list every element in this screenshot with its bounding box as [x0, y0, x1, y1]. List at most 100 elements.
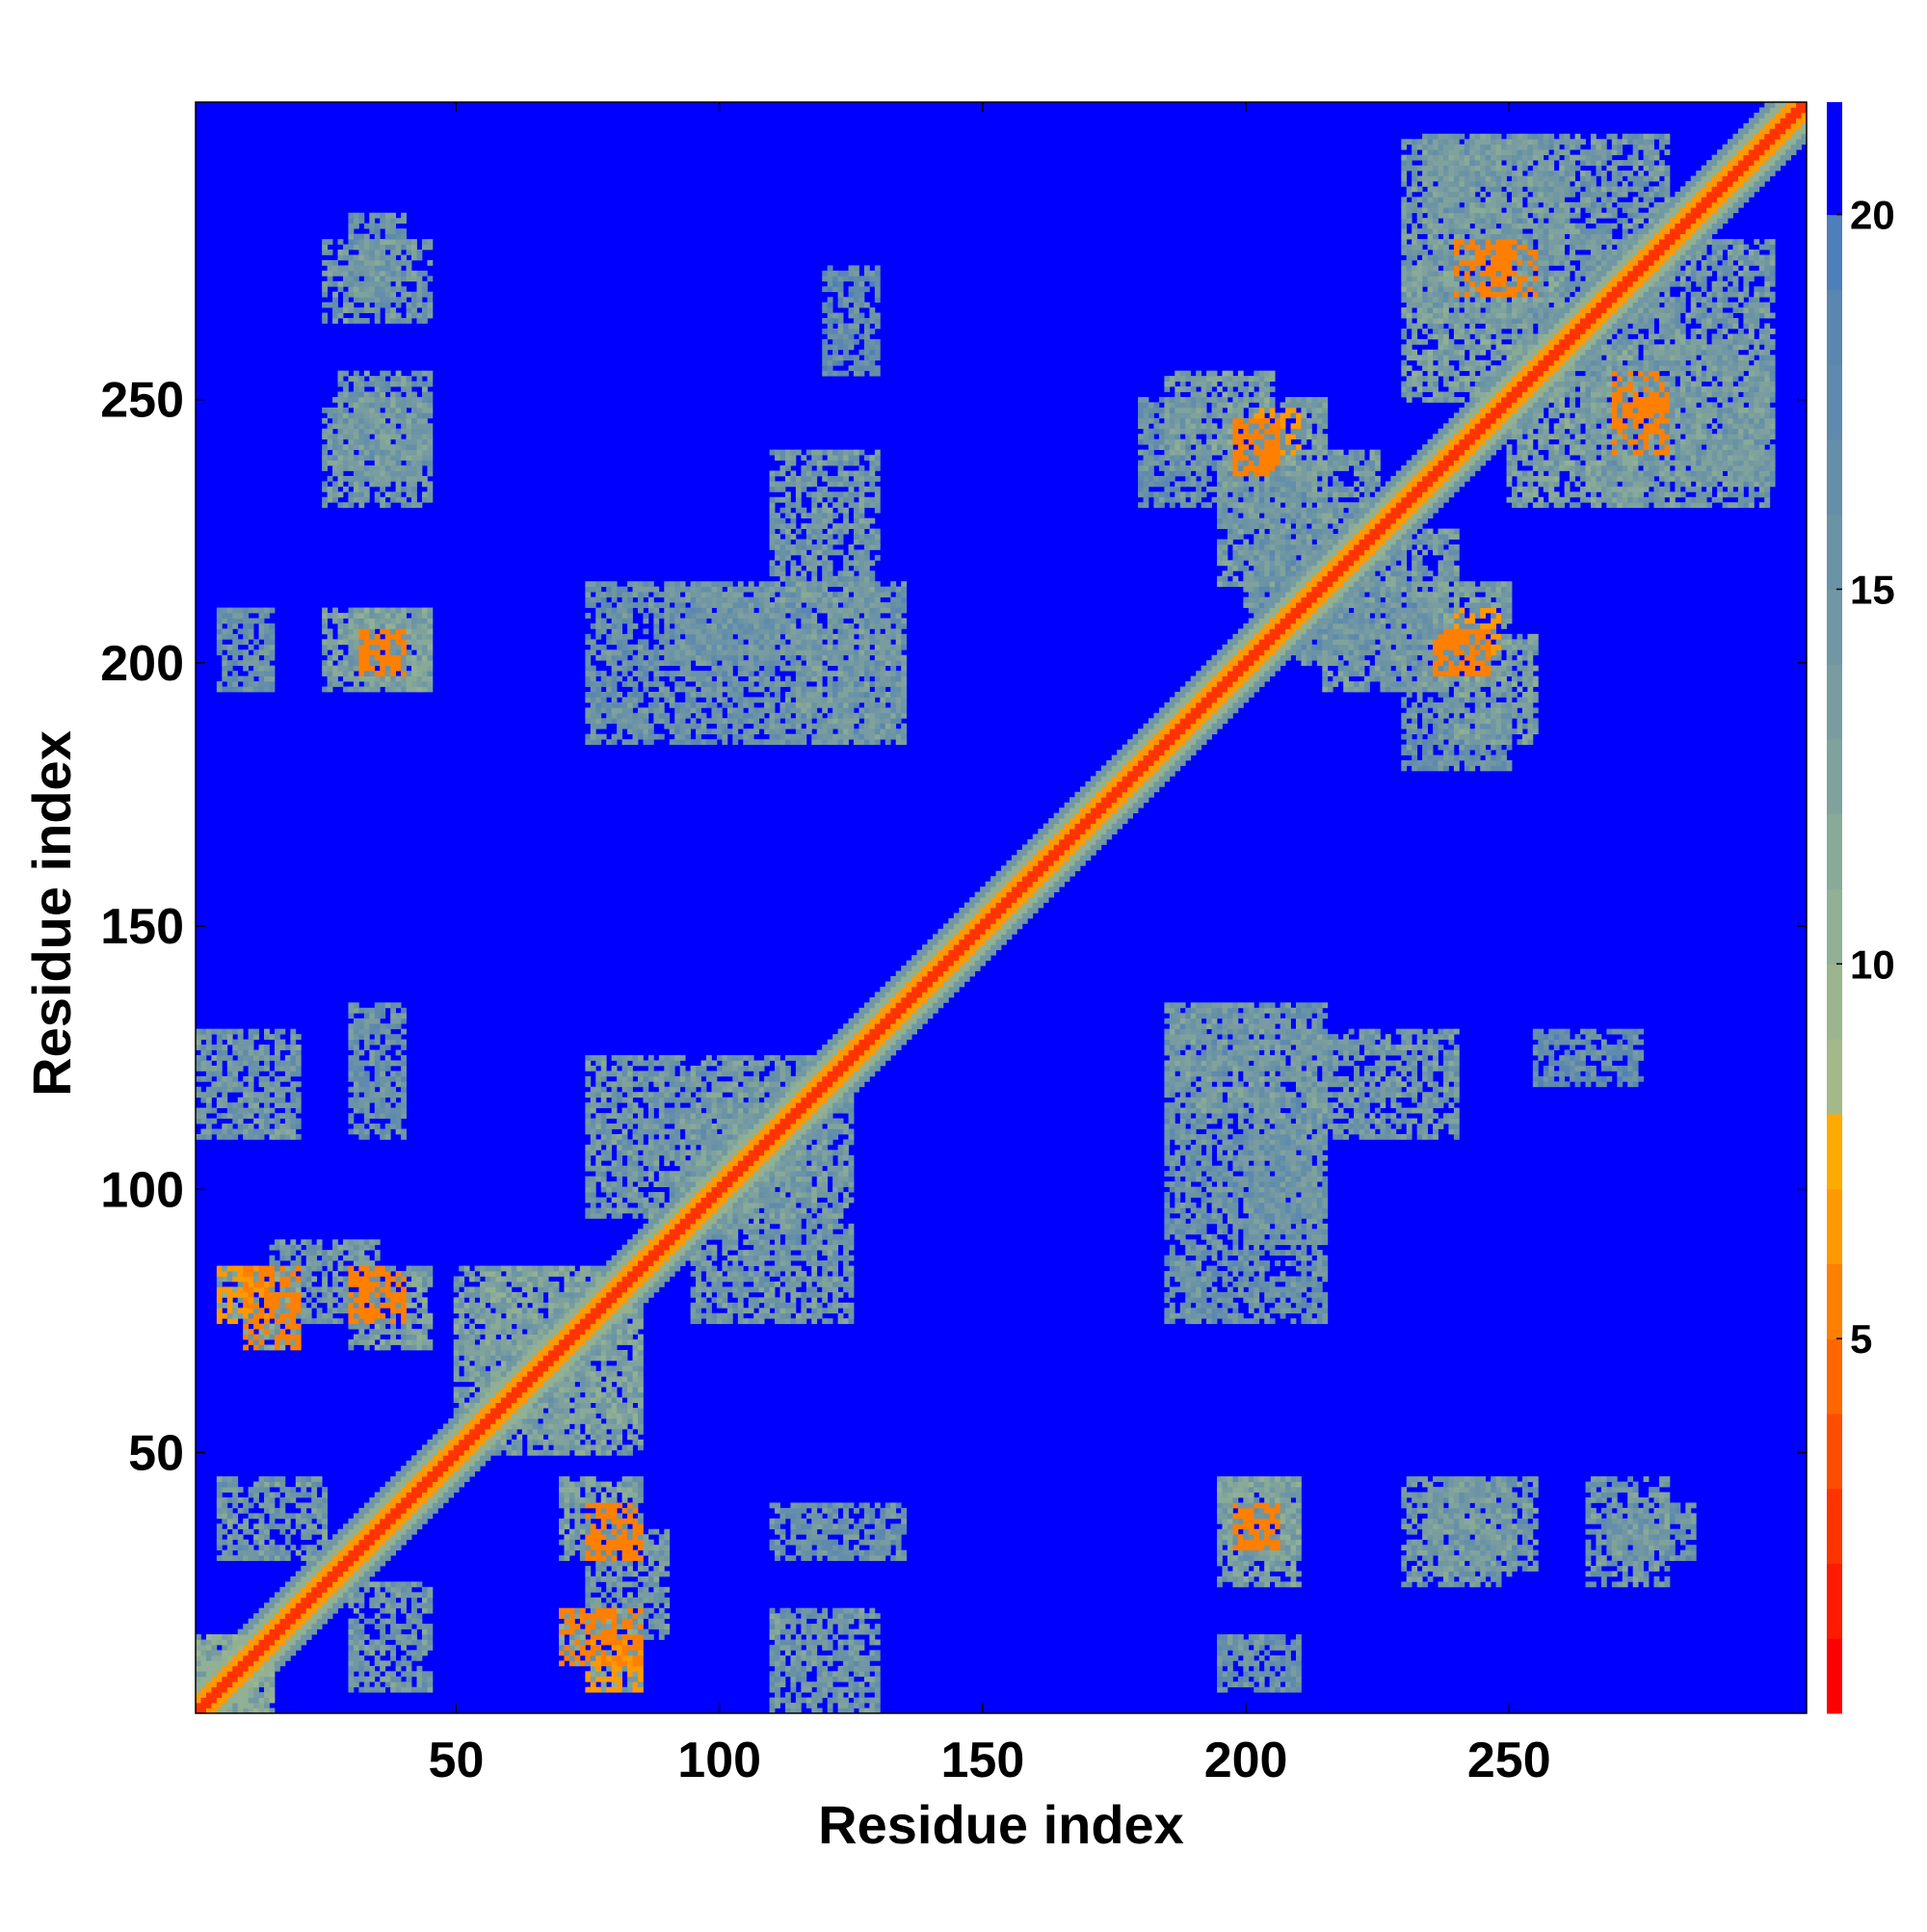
- heatmap-cell: [1232, 1308, 1238, 1313]
- heatmap-cell: [1185, 1224, 1191, 1230]
- heatmap-cell: [354, 1660, 359, 1666]
- heatmap-cell: [1322, 1213, 1328, 1219]
- heatmap-cell: [743, 1308, 753, 1313]
- heatmap-cell: [617, 1260, 627, 1266]
- heatmap-cell: [1254, 1497, 1259, 1503]
- heatmap-cell: [1475, 1482, 1481, 1488]
- heatmap-cell: [1623, 1540, 1628, 1546]
- heatmap-cell: [838, 1677, 844, 1682]
- heatmap-cell: [785, 1650, 791, 1655]
- heatmap-cell: [869, 1519, 875, 1524]
- heatmap-cell: [1412, 1519, 1417, 1524]
- heatmap-cell: [290, 1239, 296, 1245]
- heatmap-cell: [601, 1561, 607, 1567]
- heatmap-cell: [1654, 1534, 1660, 1540]
- heatmap-cell: [275, 1245, 280, 1251]
- heatmap-cell: [622, 1387, 628, 1392]
- heatmap-cell: [238, 1487, 244, 1493]
- heatmap-cell: [1507, 1523, 1513, 1529]
- heatmap-cell: [1296, 1529, 1302, 1535]
- heatmap-cell: [1638, 1523, 1644, 1529]
- heatmap-cell: [880, 1508, 885, 1514]
- heatmap-cell: [1232, 1218, 1238, 1224]
- heatmap-cell: [780, 1513, 786, 1519]
- heatmap-cell: [259, 1529, 265, 1535]
- heatmap-cell: [1222, 1250, 1227, 1256]
- heatmap-cell: [538, 1361, 554, 1366]
- heatmap-cell: [806, 1313, 812, 1319]
- heatmap-cell: [664, 1545, 670, 1550]
- heatmap-cell: [612, 1266, 622, 1272]
- heatmap-cell: [585, 1519, 591, 1524]
- heatmap-cell: [606, 1587, 612, 1593]
- heatmap-cell: [711, 1282, 717, 1287]
- heatmap-cell: [1317, 1239, 1323, 1245]
- heatmap-cell: [601, 1523, 607, 1529]
- heatmap-cell: [232, 1513, 238, 1519]
- heatmap-cell: [1512, 1545, 1518, 1550]
- heatmap-cell: [380, 1634, 385, 1640]
- heatmap-cell: [858, 1624, 864, 1629]
- heatmap-cell: [806, 1256, 812, 1261]
- heatmap-cell: [411, 1655, 417, 1661]
- heatmap-cell: [638, 1482, 644, 1488]
- heatmap-cell: [475, 1266, 481, 1272]
- heatmap-cell: [396, 1640, 402, 1646]
- heatmap-cell: [290, 1487, 296, 1493]
- heatmap-cell: [454, 1282, 460, 1287]
- heatmap-cell: [1291, 1487, 1297, 1493]
- heatmap-cell: [253, 1282, 264, 1287]
- heatmap-cell: [322, 1613, 332, 1619]
- heatmap-cell: [411, 1502, 422, 1508]
- heatmap-cell: [1601, 1519, 1607, 1524]
- heatmap-cell: [1644, 1513, 1650, 1519]
- heatmap-cell: [1469, 1476, 1475, 1482]
- heatmap-cell: [375, 1540, 385, 1546]
- heatmap-cell: [880, 1513, 885, 1519]
- heatmap-cell: [670, 1207, 680, 1213]
- heatmap-cell: [580, 1276, 586, 1282]
- heatmap-cell: [1433, 1493, 1439, 1498]
- heatmap-cell: [464, 1339, 470, 1345]
- heatmap-cell: [396, 1502, 412, 1508]
- heatmap-cell: [749, 1250, 754, 1256]
- heatmap-cell: [828, 1550, 833, 1556]
- heatmap-cell: [1459, 1523, 1469, 1529]
- heatmap-cell: [501, 1329, 507, 1335]
- heatmap-cell: [243, 1540, 249, 1546]
- heatmap-cell: [1644, 1540, 1650, 1546]
- heatmap-cell: [811, 1523, 817, 1529]
- heatmap-cell: [585, 1350, 591, 1356]
- heatmap-cell: [612, 1397, 618, 1403]
- heatmap-cell: [206, 1681, 217, 1687]
- heatmap-cell: [1296, 1634, 1302, 1640]
- heatmap-cell: [564, 1313, 574, 1319]
- heatmap-cell: [543, 1324, 549, 1330]
- heatmap-cell: [1212, 1292, 1218, 1298]
- heatmap-cell: [617, 1440, 622, 1445]
- heatmap-cell: [279, 1329, 285, 1335]
- heatmap-cell: [770, 1540, 776, 1546]
- heatmap-cell: [1311, 1292, 1322, 1298]
- heatmap-cell: [1522, 1513, 1528, 1519]
- heatmap-cell: [1243, 1234, 1249, 1240]
- heatmap-cell: [1496, 1571, 1502, 1576]
- heatmap-cell: [701, 1213, 712, 1219]
- heatmap-cell: [670, 1245, 680, 1251]
- heatmap-cell: [627, 1376, 633, 1382]
- heatmap-cell: [601, 1655, 607, 1661]
- heatmap-cell: [822, 1613, 828, 1619]
- heatmap-cell: [1254, 1203, 1259, 1208]
- heatmap-cell: [1180, 1213, 1186, 1219]
- heatmap-cell: [264, 1497, 270, 1503]
- heatmap-cell: [1285, 1545, 1291, 1550]
- heatmap-cell: [806, 1229, 812, 1234]
- heatmap-cell: [1243, 1297, 1249, 1303]
- heatmap-cell: [1601, 1508, 1612, 1514]
- heatmap-cell: [211, 1687, 227, 1693]
- heatmap-cell: [348, 1629, 354, 1635]
- heatmap-cell: [817, 1613, 823, 1619]
- heatmap-cell: [1522, 1493, 1528, 1498]
- heatmap-cell: [533, 1313, 539, 1319]
- heatmap-cell: [1232, 1318, 1238, 1324]
